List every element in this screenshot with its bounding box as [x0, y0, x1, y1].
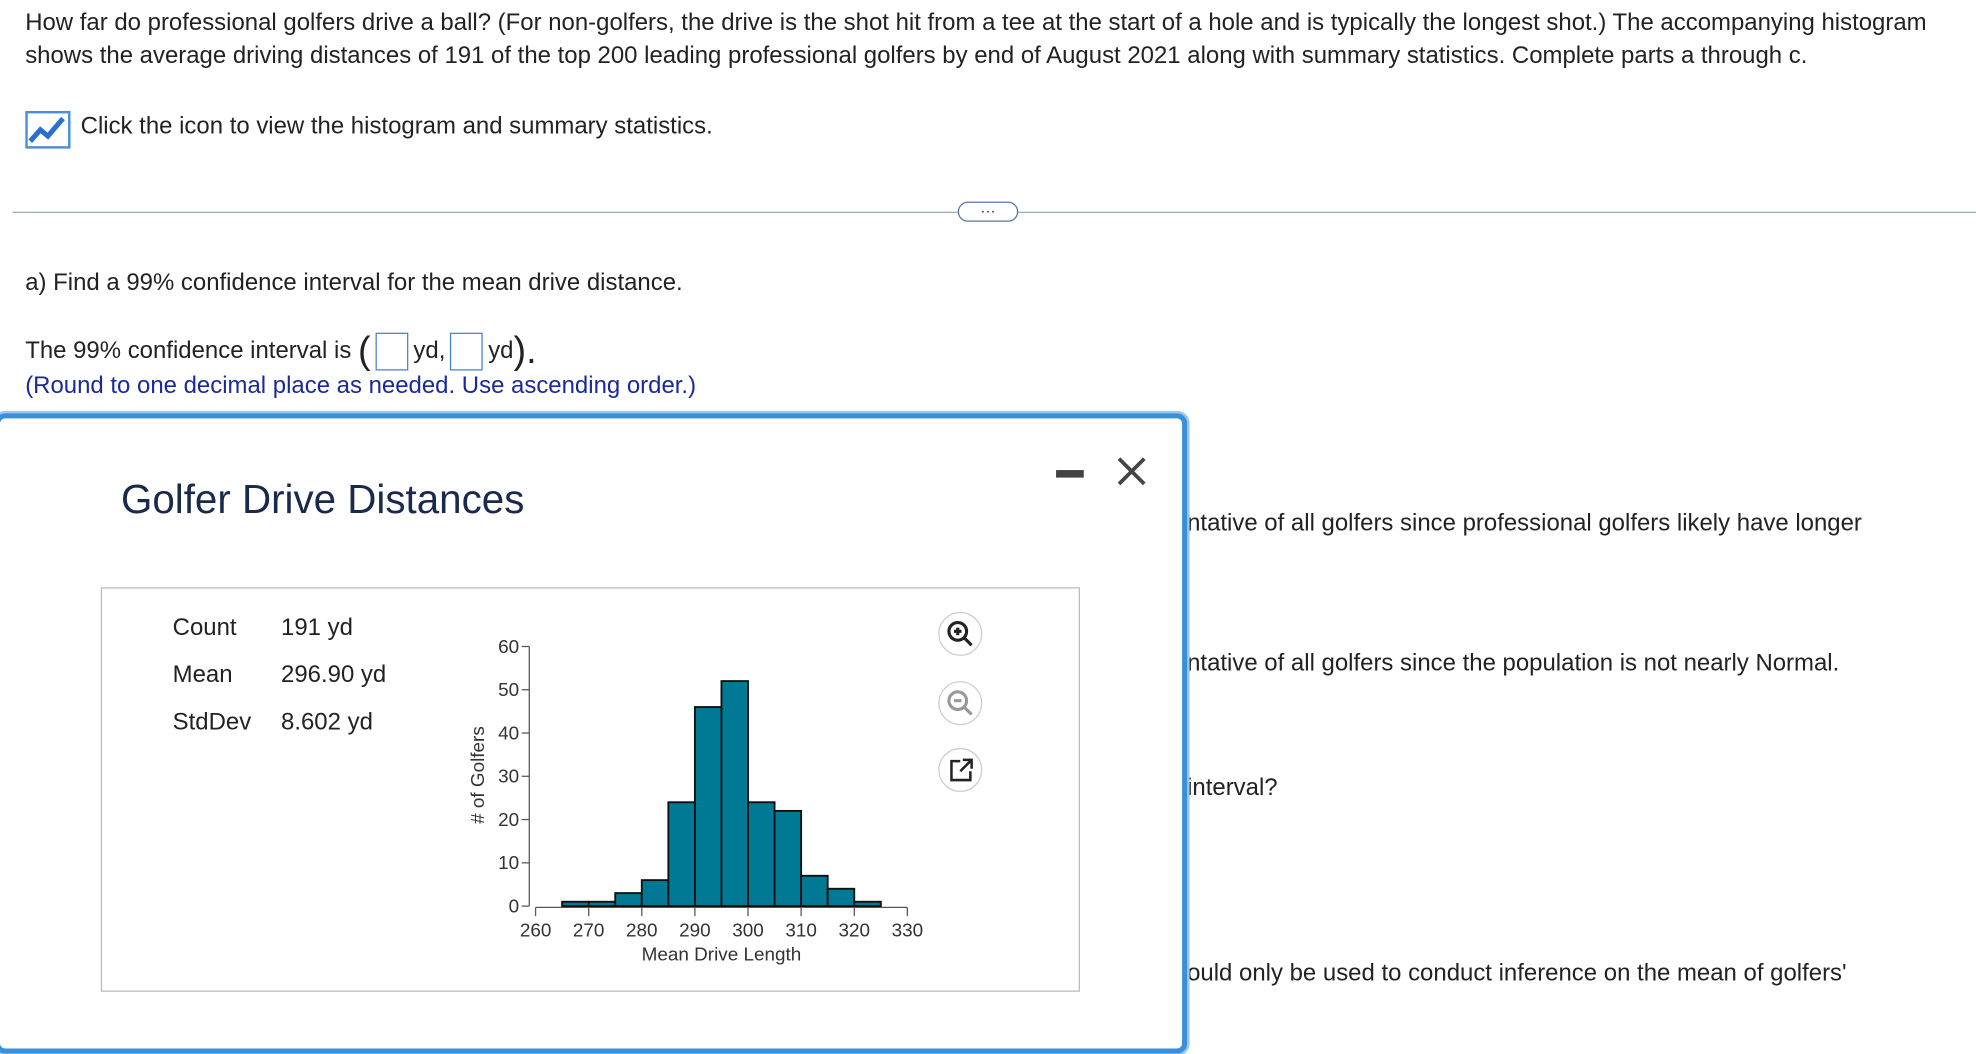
expand-button[interactable]: ···	[957, 201, 1019, 222]
stat-value: 296.90 yd	[281, 661, 387, 689]
y-tick-label: 0	[509, 896, 520, 917]
paren: (	[357, 330, 371, 372]
bar	[587, 900, 617, 908]
bar	[667, 801, 696, 908]
bg-text: interval?	[1187, 775, 1278, 802]
unit: yd	[488, 337, 514, 365]
x-tick-label: 290	[679, 920, 711, 941]
hint: (Round to one decimal place as needed. U…	[25, 373, 697, 400]
y-axis-label: # of Golfers	[468, 726, 489, 824]
x-tick-label: 330	[892, 920, 924, 941]
x-tick-label: 260	[520, 920, 552, 941]
bg-text: ould only be used to conduct inference o…	[1187, 960, 1847, 987]
bar	[693, 706, 723, 908]
y-tick-label: 50	[498, 680, 519, 701]
question-text: How far do professional golfers drive a …	[25, 10, 1927, 70]
y-tick-label: 20	[498, 810, 519, 831]
chart-tools[interactable]	[933, 610, 991, 794]
bar	[747, 801, 776, 908]
bg-text: ntative of all golfers since professiona…	[1187, 510, 1862, 537]
stat-label: Count	[172, 614, 237, 642]
histogram: 0 10 20 30 40 50 60 260 270 280 290 300 310 320 330 Mea…	[468, 637, 924, 965]
y-tick-label: 10	[498, 853, 519, 874]
bg-text: ntative of all golfers since the populat…	[1187, 650, 1840, 677]
x-tick-label: 280	[626, 920, 658, 941]
y-tick-label: 30	[498, 767, 519, 788]
x-tick-label: 320	[838, 920, 870, 941]
icon-link[interactable]: Click the icon to view the histogram and…	[80, 113, 713, 140]
popup	[0, 413, 1188, 1054]
window-controls[interactable]	[1051, 454, 1152, 489]
bar	[720, 680, 749, 908]
x-tick-label: 310	[785, 920, 817, 941]
stat-value: 191 yd	[281, 614, 353, 642]
y-tick-label: 60	[498, 637, 519, 658]
bar	[826, 887, 856, 908]
chart-panel	[100, 587, 1080, 992]
bar	[640, 879, 670, 908]
bar	[853, 900, 882, 908]
paren: ).	[513, 330, 537, 372]
x-tick-label: 270	[573, 920, 605, 941]
interval-line: The 99% confidence interval is ( yd, yd).	[25, 330, 536, 373]
interval-prefix: The 99% confidence interval is	[25, 337, 352, 365]
x-axis-label: Mean Drive Length	[642, 944, 802, 965]
stat-label: StdDev	[172, 709, 252, 736]
bar	[561, 900, 590, 908]
bar	[773, 809, 803, 908]
bar	[800, 874, 829, 908]
part-a-prompt: a) Find a 99% confidence interval for th…	[25, 269, 683, 297]
popup-title: Golfer Drive Distances	[120, 476, 525, 522]
chart-icon[interactable]	[25, 110, 71, 149]
answer-box[interactable]	[375, 332, 409, 371]
unit: yd,	[413, 337, 446, 365]
screen: How far do professional golfers drive a …	[0, 10, 1976, 1054]
stat-value: 8.602 yd	[281, 709, 373, 736]
answer-box[interactable]	[450, 332, 484, 371]
bar	[614, 892, 643, 908]
y-tick-label: 40	[498, 723, 519, 744]
stat-label: Mean	[172, 661, 233, 689]
x-tick-label: 300	[732, 920, 764, 941]
